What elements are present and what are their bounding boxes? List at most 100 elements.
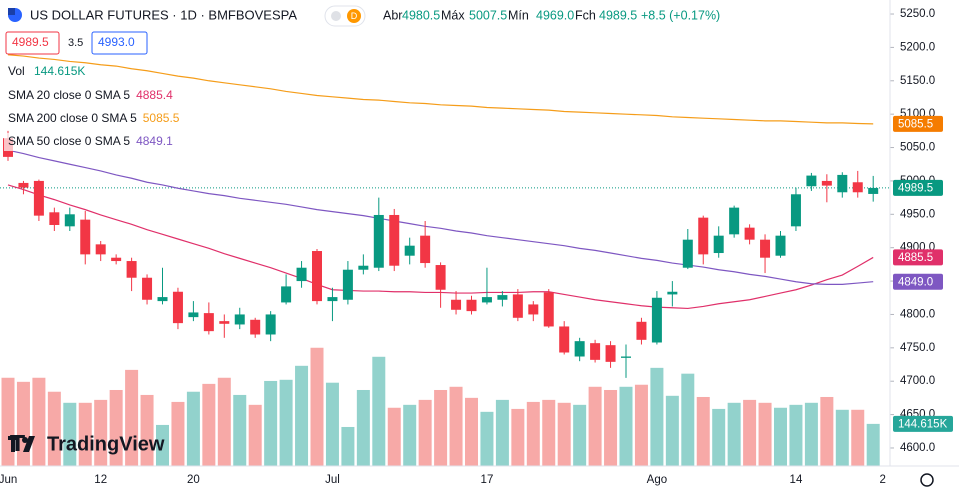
candle-body [142, 277, 153, 300]
volume-bar [604, 389, 618, 466]
candle-body [219, 321, 230, 324]
ohlc-label: Abr [383, 8, 402, 22]
ohlc-value: 4980.5 [402, 8, 440, 22]
y-tick-label: 5050.0 [900, 142, 935, 154]
x-tick-label: 2 [879, 474, 885, 486]
logo: 𝗧 TradingView [8, 431, 165, 456]
volume-bar [217, 377, 231, 466]
volume-bar [434, 389, 448, 466]
logo-text: TradingView [47, 433, 165, 455]
volume-bar [449, 386, 463, 466]
volume-bar [387, 407, 401, 466]
candle-body [420, 235, 431, 264]
gear[interactable] [920, 473, 934, 487]
x-tick-label: Jul [325, 474, 340, 486]
candle-body [389, 214, 400, 266]
candle-body [744, 227, 755, 240]
volume-bar [696, 396, 710, 466]
candle-body [621, 356, 631, 358]
volume-bar [264, 380, 278, 466]
legend: US DOLLAR FUTURES · 1D · BMFBOVESPA D 49… [4, 5, 720, 151]
volume-bar [248, 404, 262, 466]
volume-bar [511, 408, 525, 466]
price-badge-label: 4989.5 [898, 182, 933, 194]
candle-body [18, 182, 29, 188]
logo-mark [23, 436, 35, 452]
candle-body [636, 321, 647, 340]
x-tick-label: 17 [481, 474, 494, 486]
candle-body [312, 251, 322, 302]
volume-bar [573, 404, 587, 466]
candle-body [729, 207, 740, 235]
candle-body [126, 261, 137, 278]
candle-body [481, 297, 492, 303]
volume-bar [495, 399, 509, 466]
volume-bar [743, 399, 757, 466]
bid: 4989.5 [12, 35, 49, 49]
ask: 4993.0 [98, 35, 135, 49]
badge-text: D [351, 11, 358, 21]
candle-body [111, 257, 122, 262]
volume-bar [542, 399, 556, 466]
candle-body [265, 314, 276, 335]
x-tick-label: 14 [790, 474, 803, 486]
sma-legend-value: 5085.5 [143, 111, 180, 125]
candle-body [64, 214, 75, 227]
candle-body [543, 292, 554, 327]
volume-bar [186, 391, 200, 466]
settings-icon[interactable] [920, 473, 934, 487]
candle-body [760, 239, 771, 258]
legend-bg [4, 87, 184, 105]
volume-bar [202, 383, 216, 466]
candle-body [33, 180, 44, 216]
volume-bar [866, 423, 880, 466]
volume-bar [63, 402, 77, 466]
candle-body [250, 319, 261, 335]
candle-body [559, 326, 570, 353]
candle-body [203, 313, 214, 332]
candle-body [281, 286, 292, 303]
candle-body [790, 194, 801, 227]
spread: 3.5 [68, 37, 83, 49]
candle-body [667, 291, 678, 295]
candle-body [605, 345, 616, 362]
volume-bar [526, 401, 540, 466]
sma-legend-value: 4849.1 [136, 134, 173, 148]
candle-body [497, 295, 508, 300]
candle-body [296, 267, 307, 282]
volume-bar [109, 389, 123, 466]
volume-bar [774, 407, 787, 466]
volume-bar [712, 408, 726, 466]
volume-bar [634, 384, 648, 466]
volume-bar [233, 394, 247, 466]
change: +8.5 (+0.17%) [641, 8, 720, 22]
candle-body [698, 217, 709, 255]
candle-body [528, 304, 539, 315]
volume-bar [851, 409, 865, 466]
candle-body [188, 312, 199, 318]
volume-bar [418, 399, 432, 466]
candle-body [451, 299, 462, 310]
ask-box[interactable] [91, 31, 148, 55]
price-badge [893, 115, 943, 132]
badge-dot [331, 11, 341, 21]
bid-box[interactable] [5, 31, 60, 55]
volume-badge [893, 415, 953, 432]
candle-body [806, 175, 817, 187]
volume-bar [78, 402, 92, 466]
candle-body [590, 343, 601, 360]
ohlc-value: 4989.5 [599, 8, 637, 22]
candle-body [837, 174, 848, 193]
x-tick-label: Ago [647, 474, 667, 486]
candle-body [373, 214, 384, 268]
legend-bg [4, 133, 184, 151]
volume-bar [804, 402, 818, 466]
candle-body [435, 265, 446, 290]
sma-legend-value: 4885.4 [136, 88, 173, 102]
ohlc-label: Máx [441, 8, 465, 22]
volume-bar [171, 401, 185, 466]
y-tick-label: 4600.0 [900, 442, 935, 454]
candle-body [95, 244, 106, 255]
candle-body [868, 187, 879, 194]
price-badge-label: 4849.0 [898, 276, 933, 288]
